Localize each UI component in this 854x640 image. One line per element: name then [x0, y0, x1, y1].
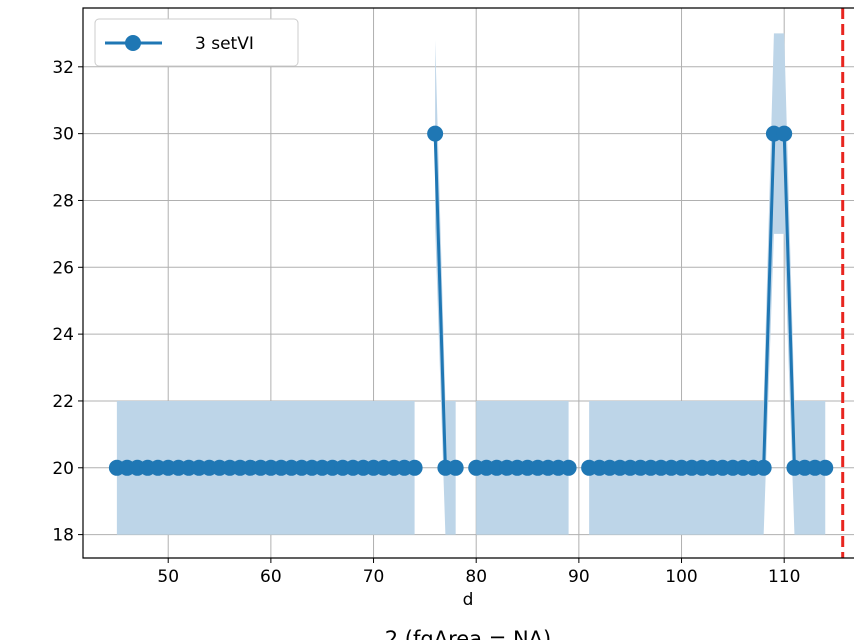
- y-tick-label: 30: [52, 125, 74, 145]
- y-tick-label: 22: [52, 392, 74, 412]
- x-tick-label: 80: [465, 567, 487, 587]
- marker: [560, 459, 577, 476]
- x-axis-label: d: [463, 590, 474, 610]
- y-tick-label: 20: [52, 459, 74, 479]
- legend-box: [94, 18, 299, 67]
- chart-title: 2 (fgArea = NA): [385, 627, 552, 640]
- marker: [755, 459, 772, 476]
- x-tick-label: 100: [665, 567, 697, 587]
- x-tick-label: 60: [260, 567, 282, 587]
- legend: 3 setVI: [94, 18, 299, 67]
- y-tick-label: 18: [52, 526, 74, 546]
- marker: [427, 125, 444, 142]
- y-tick-label: 28: [52, 191, 74, 211]
- legend-marker: [125, 35, 141, 51]
- axes-frame: [82, 7, 854, 559]
- marker: [776, 125, 793, 142]
- marker: [817, 459, 834, 476]
- x-tick-label: 50: [157, 567, 179, 587]
- x-tick-label: 70: [363, 567, 385, 587]
- marker: [447, 459, 464, 476]
- y-tick-label: 24: [52, 325, 74, 345]
- x-tick-label: 90: [568, 567, 590, 587]
- legend-label: 3 setVI: [195, 34, 254, 54]
- y-tick-label: 26: [52, 258, 74, 278]
- marker: [406, 459, 423, 476]
- y-tick-label: 32: [52, 58, 74, 78]
- x-tick-label: 110: [768, 567, 800, 587]
- band: [435, 40, 456, 535]
